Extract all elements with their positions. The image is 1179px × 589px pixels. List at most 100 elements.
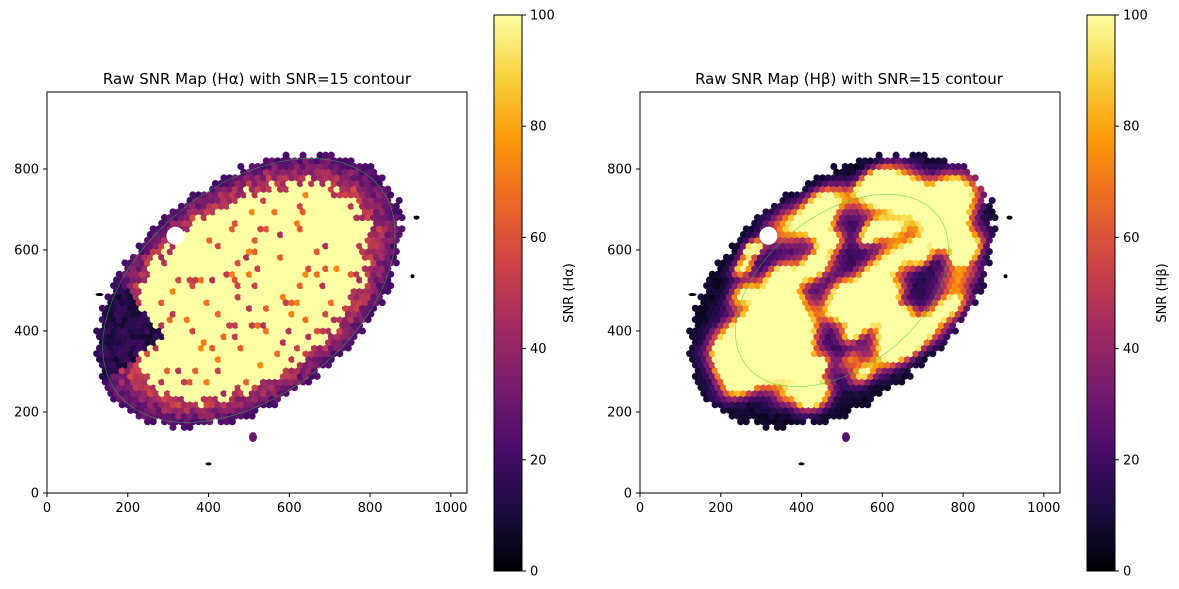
heatmap-cell [920, 299, 928, 307]
heatmap-cell [852, 242, 860, 250]
colorbar-tick-label: 60 [530, 231, 547, 246]
heatmap-cell [257, 338, 265, 346]
heatmap-cell [313, 372, 321, 380]
heatmap-cell [223, 350, 231, 358]
heatmap-cell [852, 174, 860, 182]
heatmap-cell [358, 225, 366, 233]
heatmap-cell [166, 293, 174, 301]
heatmap-cell [753, 384, 762, 392]
heatmap-cell [265, 276, 273, 284]
heatmap-cell [257, 350, 265, 358]
heatmap-cell [793, 395, 801, 403]
heatmap-cell [327, 265, 335, 273]
heatmap-cell [242, 265, 251, 273]
heatmap-cell [742, 350, 750, 358]
heatmap-cell [844, 202, 852, 210]
heatmap-cell [917, 191, 926, 199]
heatmap-cell [773, 412, 781, 420]
heatmap-cell [251, 259, 259, 267]
heatmap-cell [166, 406, 174, 414]
heatmap-cell [949, 219, 957, 227]
heatmap-cell [364, 168, 372, 176]
heatmap-cell [906, 270, 914, 278]
heatmap-cell [217, 248, 225, 256]
heatmap-cell [867, 338, 875, 346]
heatmap-cell [268, 282, 276, 290]
heatmap-cell [898, 367, 906, 375]
heatmap-cell [163, 389, 171, 397]
heatmap-cell [333, 310, 341, 318]
heatmap-cell [282, 185, 290, 193]
heatmap-cell [850, 259, 858, 267]
heatmap-cell [279, 338, 287, 346]
heatmap-cell [759, 248, 767, 256]
heatmap-cell [95, 355, 104, 363]
heatmap-cell [160, 214, 169, 222]
heatmap-cell [722, 389, 730, 397]
heatmap-cell [878, 236, 886, 244]
heatmap-cell [163, 401, 171, 409]
heatmap-cell [937, 219, 945, 227]
heatmap-cell [833, 180, 841, 188]
heatmap-cell [923, 180, 931, 188]
heatmap-cell [838, 270, 846, 278]
heatmap-cell [802, 197, 810, 205]
heatmap-cell [209, 389, 217, 397]
heatmap-cell [821, 214, 829, 222]
heatmap-cell [960, 299, 968, 307]
heatmap-cell [231, 378, 239, 386]
heatmap-cell [132, 384, 140, 392]
x-tick-label: 1000 [1027, 501, 1060, 516]
heatmap-cell [960, 174, 968, 182]
heatmap-cell [211, 259, 219, 267]
heatmap-cell [361, 231, 369, 239]
heatmap-cell [347, 191, 355, 199]
heatmap-cell [810, 270, 818, 278]
heatmap-cell [841, 321, 849, 329]
heatmap-cell [954, 208, 962, 216]
heatmap-cell [138, 248, 146, 256]
heatmap-cell [242, 344, 251, 352]
heatmap-cell [742, 225, 750, 233]
heatmap-cell [937, 185, 945, 193]
heatmap-cell [855, 282, 863, 290]
heatmap-cell [762, 310, 770, 318]
heatmap-cell [291, 304, 299, 312]
heatmap-cell [135, 242, 143, 250]
heatmap-cell [835, 299, 844, 307]
heatmap-cell [228, 372, 236, 380]
heatmap-cell [748, 270, 756, 278]
heatmap-cell [850, 202, 858, 210]
colorbar-tick-label: 20 [1123, 453, 1140, 468]
heatmap-cell [296, 259, 304, 267]
heatmap-cell [262, 180, 270, 188]
heatmap-cell [237, 276, 245, 284]
heatmap-cell [852, 197, 860, 205]
heatmap-cell [796, 333, 804, 341]
heatmap-cell [980, 236, 988, 244]
heatmap-cell [787, 214, 795, 222]
heatmap-cell [268, 270, 276, 278]
heatmap-cell [923, 270, 931, 278]
heatmap-cell [799, 327, 807, 335]
heatmap-cell [807, 219, 815, 227]
heatmap-cell [282, 276, 290, 284]
heatmap-cell [929, 248, 937, 256]
heatmap-cell [711, 401, 719, 409]
heatmap-cell [305, 219, 313, 227]
heatmap-cell [841, 162, 849, 171]
heatmap-cell [949, 287, 957, 295]
heatmap-cell [282, 344, 290, 352]
heatmap-cell [770, 259, 779, 267]
heatmap-cell [180, 299, 188, 307]
heatmap-cell [285, 180, 293, 188]
heatmap-cell [231, 231, 239, 239]
heatmap-cell [782, 316, 790, 324]
heatmap-cell [762, 333, 770, 341]
heatmap-cell [765, 316, 773, 324]
heatmap-cell [827, 304, 835, 312]
heatmap-cell [864, 321, 872, 329]
heatmap-cell [276, 219, 284, 227]
heatmap-cell [228, 202, 236, 210]
heatmap-cell [373, 231, 381, 239]
